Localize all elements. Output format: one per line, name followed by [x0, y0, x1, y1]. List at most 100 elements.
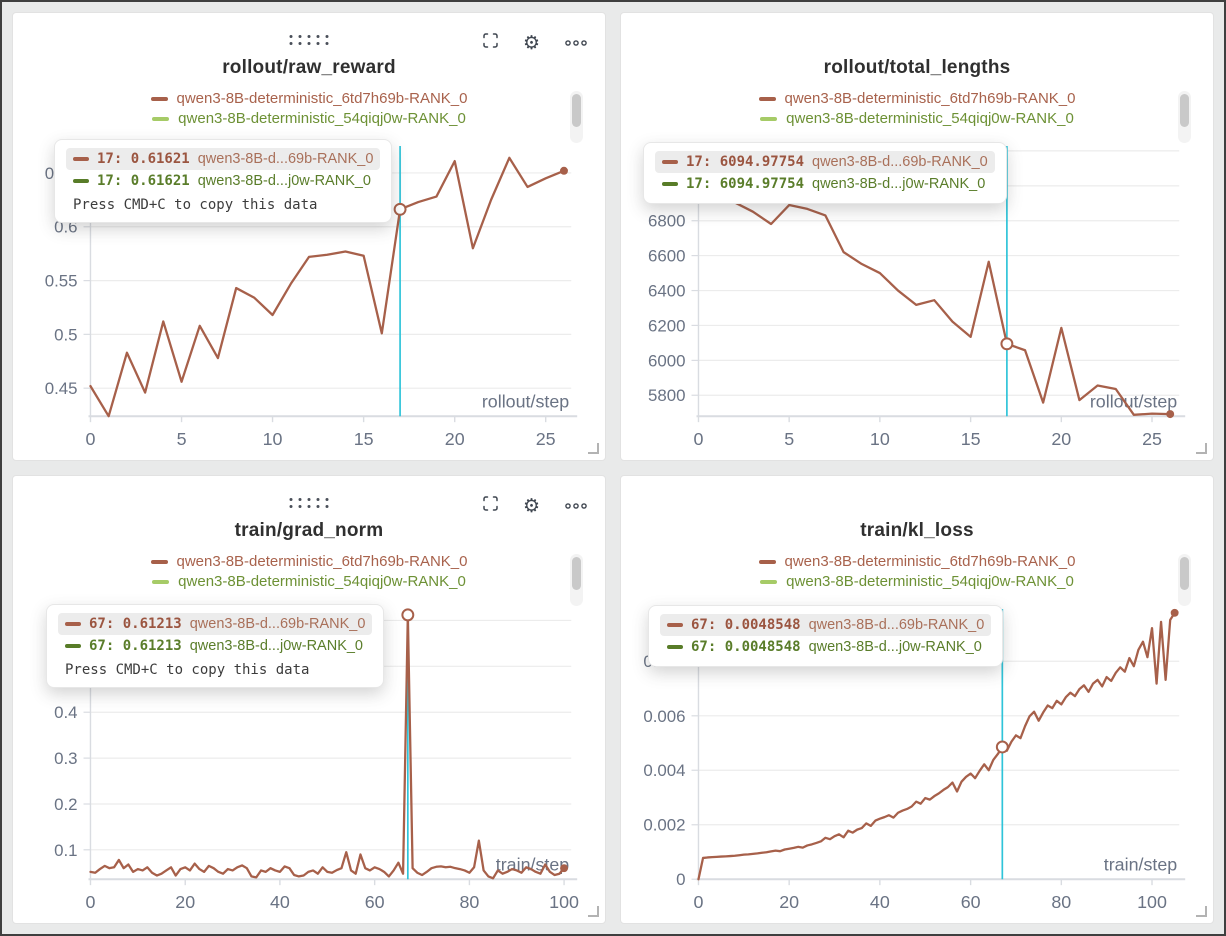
tooltip-row: 67: 0.61213 qwen3-8B-d...69b-RANK_0: [58, 613, 373, 635]
y-tick-label: 0.1: [54, 841, 77, 860]
hover-point-marker: [995, 740, 1009, 754]
tooltip-run-name: qwen3-8B-d...j0w-RANK_0: [808, 639, 982, 655]
chart-title: rollout/total_lengths: [823, 57, 1011, 78]
chart-panel-raw-reward: ⚙ rollout/raw_reward qwen3-8B-determinis…: [12, 12, 606, 461]
tooltip-row: 67: 0.61213 qwen3-8B-d...j0w-RANK_0: [58, 635, 372, 657]
legend: qwen3-8B-deterministic_6td7h69b-RANK_0 q…: [13, 90, 605, 127]
x-tick-label: 25: [1142, 429, 1162, 449]
x-tick-label: 0: [86, 429, 96, 449]
series-line[interactable]: [697, 611, 1176, 881]
tooltip-row: 17: 6094.97754 qwen3-8B-d...69b-RANK_0: [655, 151, 995, 173]
run1-color-dash-icon: [150, 96, 168, 101]
x-tick-label: 0: [694, 429, 704, 449]
x-tick-label: 100: [1137, 892, 1167, 912]
x-tick-label: 20: [445, 429, 465, 449]
legend-item-run1[interactable]: qwen3-8B-deterministic_6td7h69b-RANK_0: [150, 90, 468, 107]
run1-color-dash-icon: [150, 559, 168, 564]
x-axis-label: rollout/step: [482, 391, 569, 411]
series-line[interactable]: [89, 156, 566, 418]
legend-label: qwen3-8B-deterministic_54qiqj0w-RANK_0: [786, 573, 1074, 590]
x-tick-label: 20: [1051, 429, 1071, 449]
fullscreen-icon[interactable]: [483, 496, 498, 516]
tooltip-row: 17: 0.61621 qwen3-8B-d...j0w-RANK_0: [66, 170, 380, 192]
y-tick-label: 6400: [648, 282, 686, 301]
legend-item-run2[interactable]: qwen3-8B-deterministic_54qiqj0w-RANK_0: [760, 110, 1074, 127]
tooltip-copy-hint: Press CMD+C to copy this data: [73, 197, 318, 213]
run1-color-dash-icon: [65, 622, 81, 626]
x-tick-label: 0: [86, 892, 96, 912]
y-tick-label: 0.4: [54, 703, 77, 722]
legend-item-run1[interactable]: qwen3-8B-deterministic_6td7h69b-RANK_0: [150, 553, 468, 570]
legend-label: qwen3-8B-deterministic_6td7h69b-RANK_0: [176, 553, 468, 570]
ellipsis-menu-icon[interactable]: [565, 34, 587, 52]
run2-color-dash-icon: [152, 579, 170, 584]
chart-panel-total-lengths: rollout/total_lengths qwen3-8B-determini…: [620, 12, 1214, 461]
panel-resize-handle[interactable]: [1196, 906, 1207, 917]
tooltip-row: 67: 0.0048548 qwen3-8B-d...69b-RANK_0: [660, 614, 992, 636]
run2-color-dash-icon: [152, 116, 170, 121]
legend-scrollbar[interactable]: [570, 554, 583, 606]
tooltip-run-name: qwen3-8B-d...j0w-RANK_0: [812, 176, 986, 192]
hover-tooltip: 17: 6094.97754 qwen3-8B-d...69b-RANK_0 1…: [643, 142, 1007, 204]
legend-scrollbar[interactable]: [570, 91, 583, 143]
run2-color-dash-icon: [667, 645, 683, 649]
y-tick-label: 6800: [648, 212, 686, 231]
series-line[interactable]: [89, 613, 566, 880]
drag-handle-icon[interactable]: [289, 35, 329, 45]
tooltip-run-name: qwen3-8B-d...69b-RANK_0: [189, 616, 366, 632]
legend: qwen3-8B-deterministic_6td7h69b-RANK_0 q…: [621, 90, 1213, 127]
x-tick-label: 10: [263, 429, 283, 449]
tooltip-value: 17: 6094.97754: [686, 154, 805, 170]
panel-resize-handle[interactable]: [1196, 443, 1207, 454]
tooltip-row: 67: 0.0048548 qwen3-8B-d...j0w-RANK_0: [660, 636, 991, 658]
series-line[interactable]: [697, 158, 1172, 416]
hover-tooltip: 17: 0.61621 qwen3-8B-d...69b-RANK_0 17: …: [54, 139, 393, 223]
y-tick-label: 0: [676, 870, 685, 889]
legend-item-run1[interactable]: qwen3-8B-deterministic_6td7h69b-RANK_0: [758, 90, 1076, 107]
legend-scrollbar[interactable]: [1178, 554, 1191, 606]
legend-item-run2[interactable]: qwen3-8B-deterministic_54qiqj0w-RANK_0: [152, 573, 466, 590]
ellipsis-menu-icon[interactable]: [565, 497, 587, 515]
legend-item-run2[interactable]: qwen3-8B-deterministic_54qiqj0w-RANK_0: [760, 573, 1074, 590]
legend-label: qwen3-8B-deterministic_6td7h69b-RANK_0: [176, 90, 468, 107]
scrollbar-thumb[interactable]: [572, 557, 581, 590]
panel-resize-handle[interactable]: [588, 906, 599, 917]
hover-point-marker: [393, 202, 407, 216]
legend-label: qwen3-8B-deterministic_6td7h69b-RANK_0: [784, 90, 1076, 107]
y-tick-label: 0.004: [643, 761, 685, 780]
settings-gear-icon[interactable]: ⚙: [522, 494, 540, 517]
run1-color-dash-icon: [662, 160, 678, 164]
drag-handle-icon[interactable]: [289, 498, 329, 508]
scrollbar-thumb[interactable]: [572, 94, 581, 127]
y-tick-label: 6600: [648, 247, 686, 266]
legend-item-run2[interactable]: qwen3-8B-deterministic_54qiqj0w-RANK_0: [152, 110, 466, 127]
chart-panel-grad-norm: ⚙ train/grad_norm qwen3-8B-deterministic…: [12, 475, 606, 924]
x-tick-label: 60: [365, 892, 385, 912]
x-tick-label: 80: [459, 892, 479, 912]
x-tick-label: 15: [354, 429, 374, 449]
tooltip-value: 67: 0.0048548: [691, 617, 801, 633]
scrollbar-thumb[interactable]: [1180, 94, 1189, 127]
y-tick-label: 6200: [648, 316, 686, 335]
y-tick-label: 0.2: [54, 795, 77, 814]
x-tick-label: 0: [694, 892, 704, 912]
hover-tooltip: 67: 0.61213 qwen3-8B-d...69b-RANK_0 67: …: [46, 604, 385, 688]
scrollbar-thumb[interactable]: [1180, 557, 1189, 590]
chart-title: train/kl_loss: [860, 520, 974, 541]
hover-tooltip: 67: 0.0048548 qwen3-8B-d...69b-RANK_0 67…: [648, 605, 1004, 667]
run2-color-dash-icon: [662, 182, 678, 186]
run2-color-dash-icon: [760, 579, 778, 584]
y-tick-label: 6000: [648, 351, 686, 370]
settings-gear-icon[interactable]: ⚙: [522, 31, 540, 54]
tooltip-run-name: qwen3-8B-d...69b-RANK_0: [808, 617, 985, 633]
panel-resize-handle[interactable]: [588, 443, 599, 454]
x-tick-label: 5: [784, 429, 794, 449]
fullscreen-icon[interactable]: [483, 33, 498, 53]
series-end-dot: [560, 864, 569, 873]
legend-scrollbar[interactable]: [1178, 91, 1191, 143]
legend-item-run1[interactable]: qwen3-8B-deterministic_6td7h69b-RANK_0: [758, 553, 1076, 570]
x-tick-label: 100: [549, 892, 579, 912]
